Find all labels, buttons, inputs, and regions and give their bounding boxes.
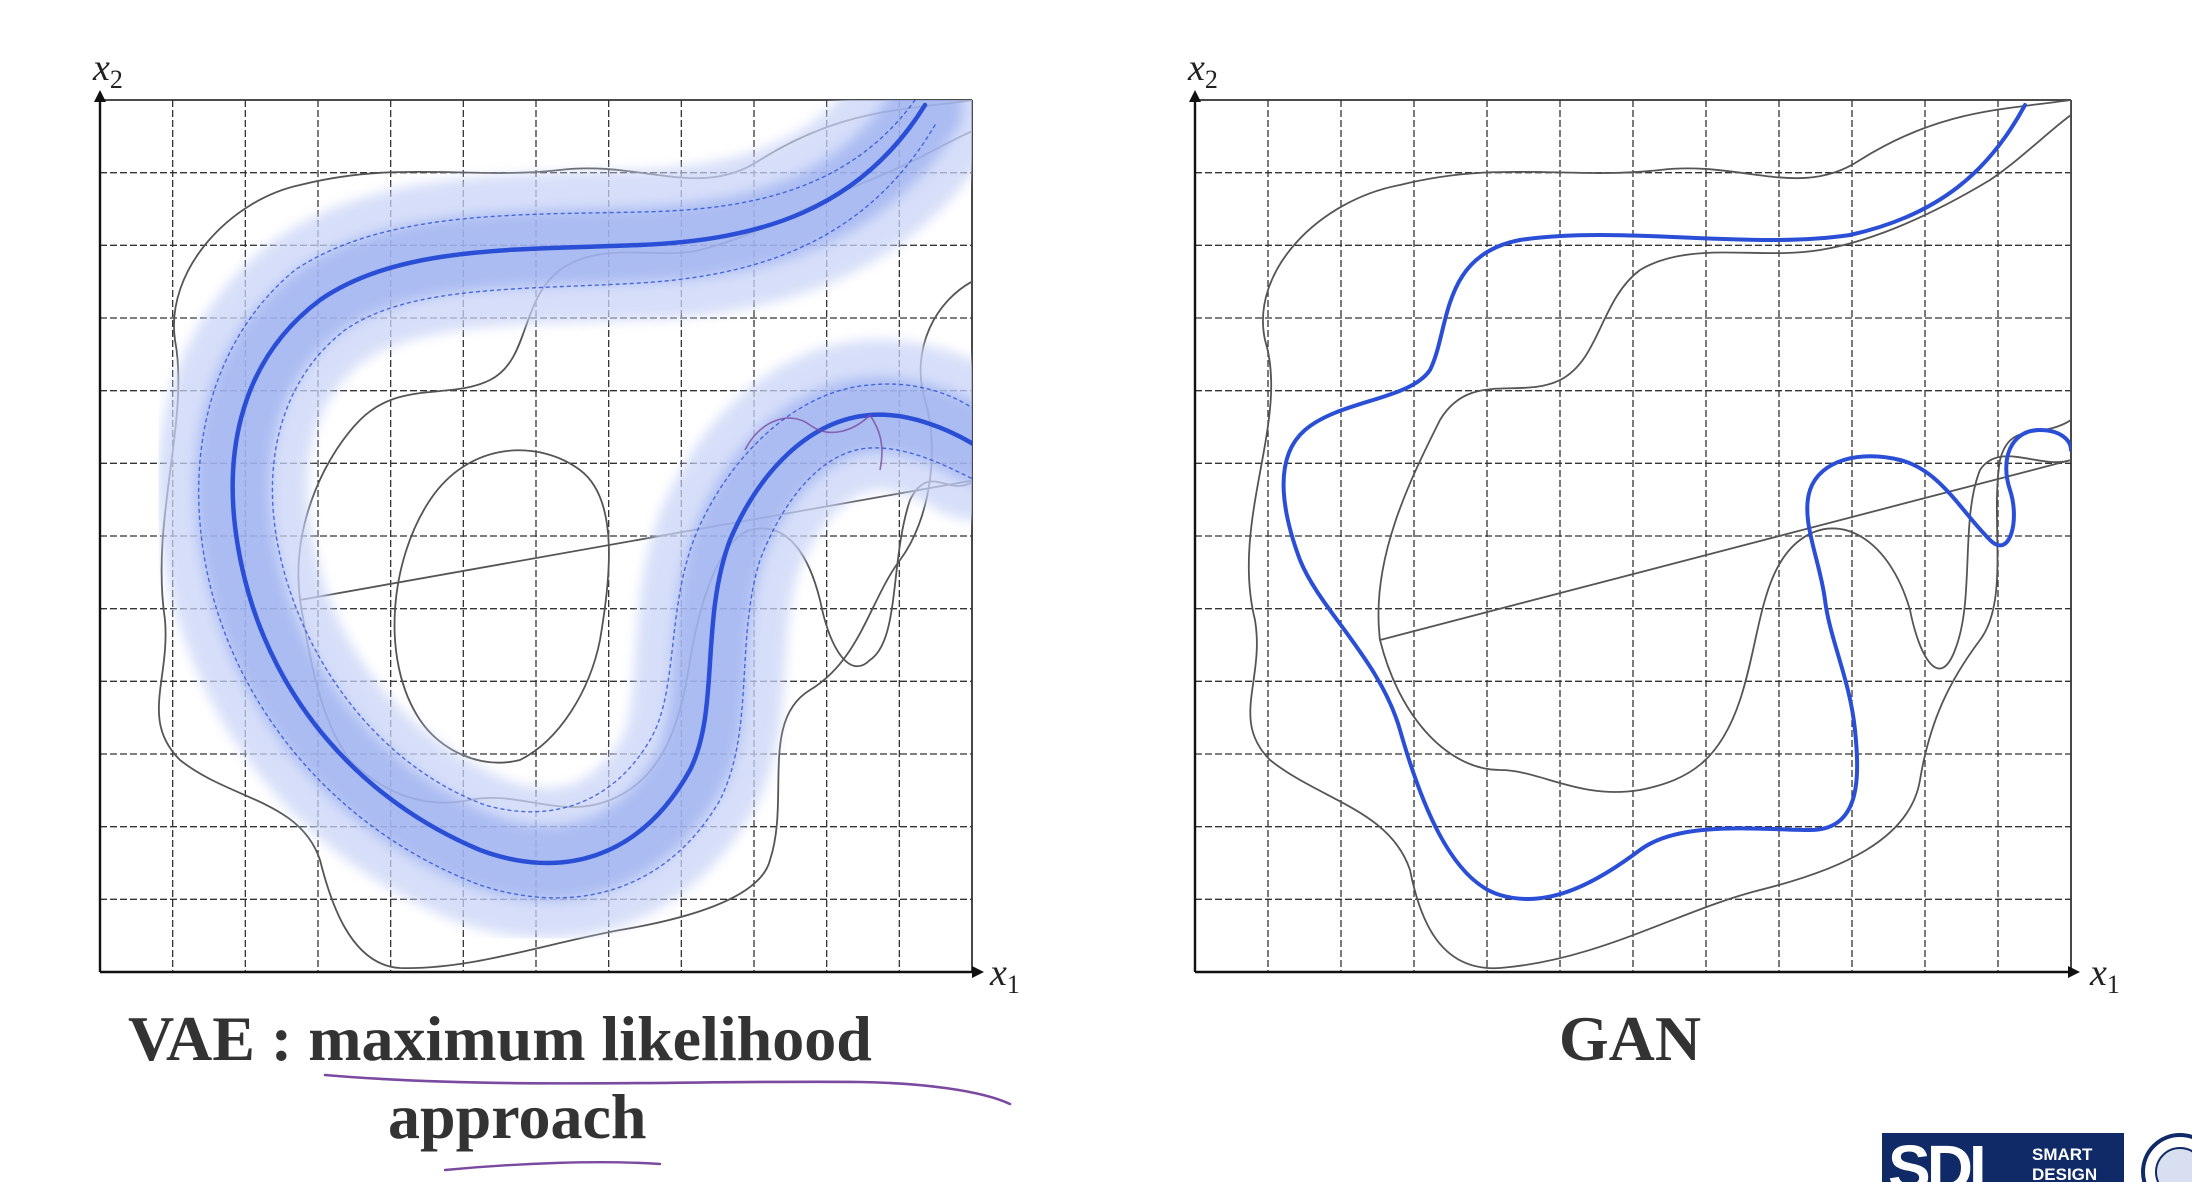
gan-grid: [1194, 99, 2072, 973]
university-seal-inner-icon: [2155, 1147, 2192, 1182]
gan-data-manifold: [1247, 100, 2071, 969]
gan-data-inner-boundary: [1377, 114, 2071, 793]
vae-band-dotted-lower: [197, 100, 972, 899]
gan-y-axis-label: x2: [1187, 47, 1218, 94]
vae-data-inner-lobe: [393, 449, 610, 764]
gan-caption: GAN: [1559, 1003, 1701, 1074]
sdl-logo-line1: SMART: [2032, 1145, 2093, 1164]
sdl-logo-line2: DESIGN: [2032, 1165, 2097, 1182]
vae-band-dotted-upper: [271, 124, 972, 813]
vae-model-curve: [230, 102, 972, 866]
vae-caption-line2: approach: [388, 1081, 646, 1152]
vae-y-axis-label: x2: [92, 47, 123, 94]
sdl-logo-badge: [1882, 1133, 2124, 1182]
vae-caption-underline-short: [443, 1161, 662, 1172]
sdl-logo: SDL SMART DESIGN: [1882, 1132, 2192, 1182]
vae-x-axis-label: x1: [989, 952, 1020, 999]
gan-model-curve: [1281, 103, 2071, 901]
gan-axes: [1189, 90, 2080, 978]
gan-x-axis-label: x1: [2089, 952, 2120, 999]
vae-caption-underlined: maximum likelihood: [308, 1003, 872, 1074]
vae-annotation-squiggle: [744, 413, 883, 471]
vae-axes: [94, 90, 984, 978]
vae-caption-underline-long: [323, 1073, 1012, 1106]
vae-likelihood-band: [157, 100, 972, 938]
vae-caption-prefix: VAE :: [128, 1003, 308, 1074]
vae-panel: x2 x1 VAE : maximum likelihood approach: [92, 47, 1020, 1172]
vae-data-outer-boundary: [158, 100, 972, 969]
gan-panel: x2 x1 GAN: [1187, 47, 2120, 1074]
vae-caption-line1: VAE : maximum likelihood: [128, 1003, 872, 1074]
sdl-logo-letters: SDL: [1888, 1132, 2007, 1182]
gan-data-outer-boundary: [1247, 100, 2071, 969]
